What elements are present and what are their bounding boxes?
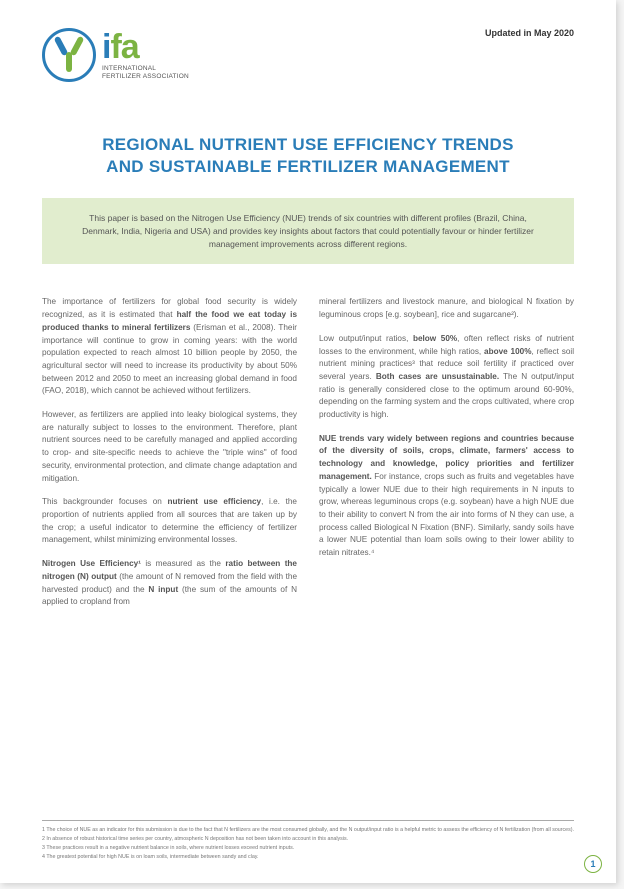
title-line-1: REGIONAL NUTRIENT USE EFFICIENCY TRENDS [42,134,574,156]
logo: ifa INTERNATIONAL FERTILIZER ASSOCIATION [42,28,189,82]
page: ifa INTERNATIONAL FERTILIZER ASSOCIATION… [0,0,616,883]
para-3: This backgrounder focuses on nutrient us… [42,496,297,547]
para-2: However, as fertilizers are applied into… [42,409,297,485]
updated-label: Updated in May 2020 [485,28,574,38]
logo-subline-2: FERTILIZER ASSOCIATION [102,73,189,80]
document-title: REGIONAL NUTRIENT USE EFFICIENCY TRENDS … [42,134,574,178]
body-columns: The importance of fertilizers for global… [42,296,574,619]
para-7: NUE trends vary widely between regions a… [319,433,574,560]
logo-text: ifa INTERNATIONAL FERTILIZER ASSOCIATION [102,30,189,80]
para-5: mineral fertilizers and livestock manure… [319,296,574,321]
footnote-2: 2 In absence of robust historical time s… [42,836,574,844]
para-4: Nitrogen Use Efficiency¹ is measured as … [42,558,297,609]
para-6: Low output/input ratios, below 50%, ofte… [319,333,574,422]
title-line-2: AND SUSTAINABLE FERTILIZER MANAGEMENT [42,156,574,178]
right-column: mineral fertilizers and livestock manure… [319,296,574,619]
footnotes: 1 The choice of NUE as an indicator for … [42,820,574,863]
logo-letter-fa: fa [110,28,138,66]
left-column: The importance of fertilizers for global… [42,296,297,619]
page-number: 1 [584,855,602,873]
logo-subline-1: INTERNATIONAL [102,65,189,72]
abstract-text: This paper is based on the Nitrogen Use … [82,213,534,249]
header: ifa INTERNATIONAL FERTILIZER ASSOCIATION… [42,28,574,82]
footnote-1: 1 The choice of NUE as an indicator for … [42,827,574,835]
logo-mark [42,28,96,82]
footnote-3: 3 These practices result in a negative n… [42,845,574,853]
abstract-box: This paper is based on the Nitrogen Use … [42,198,574,264]
footnote-4: 4 The greatest potential for high NUE is… [42,854,574,862]
para-1: The importance of fertilizers for global… [42,296,297,398]
